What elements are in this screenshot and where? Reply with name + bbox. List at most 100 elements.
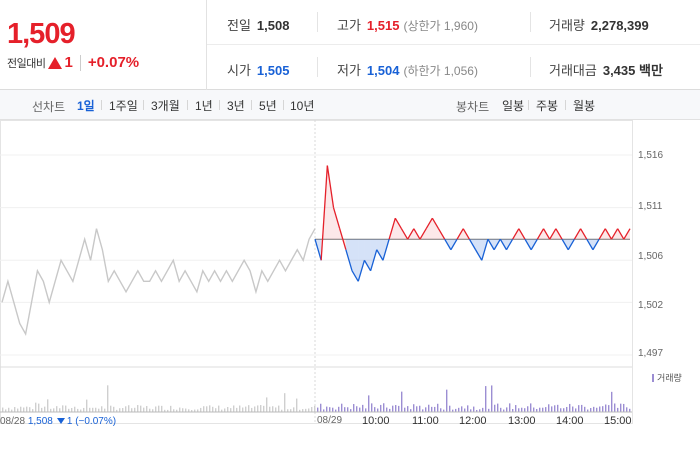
volume-bar	[338, 406, 340, 412]
volume-bar	[533, 407, 535, 412]
volume-value: 2,278,399	[590, 18, 649, 33]
volume-bar	[269, 406, 271, 412]
up-segment	[407, 228, 415, 240]
volume-bar	[161, 405, 163, 412]
period-5y[interactable]: 5년	[259, 99, 277, 113]
prev-close-value: 1,508	[256, 18, 290, 33]
volume-bar	[347, 407, 349, 412]
volume-bar	[59, 408, 61, 412]
volume-bar	[365, 408, 367, 412]
volume-bar	[227, 406, 229, 412]
volume-bar	[146, 406, 148, 412]
down-segment	[530, 238, 538, 251]
period-10y[interactable]: 10년	[290, 99, 315, 113]
up-segment	[425, 217, 433, 230]
up-segment	[623, 228, 631, 240]
volume-bar	[413, 404, 415, 412]
up-segment	[332, 207, 341, 229]
volume-bar	[539, 407, 541, 412]
volume-bar	[578, 405, 580, 412]
high-label: 고가	[337, 18, 361, 33]
quote-panel: 1,509 전일대비 1 +0.07% 전일 1,508 고가 1,515 (상한가 …	[0, 0, 700, 90]
volume-bar	[521, 407, 523, 412]
volume-bar	[353, 404, 355, 412]
up-segment	[512, 228, 520, 240]
up-segment	[320, 165, 329, 261]
volume-bar	[152, 409, 154, 412]
volume-bar	[68, 408, 70, 412]
period-3m[interactable]: 3개월	[151, 99, 180, 113]
volume-bar	[416, 406, 418, 412]
volume-bar	[209, 405, 211, 412]
volume-bar	[125, 406, 127, 412]
volume-bar	[170, 405, 172, 412]
volume-bar	[71, 407, 73, 412]
price-chart[interactable]: 1,516 1,511 1,506 1,502 1,497 거래량 08/28 …	[0, 120, 700, 450]
volume-bar	[584, 406, 586, 412]
period-3y[interactable]: 3년	[227, 99, 245, 113]
y-tick-label: 1,516	[638, 150, 664, 161]
down-area	[364, 239, 371, 271]
prev-day-percent: (−0.07%)	[75, 416, 117, 427]
period-1y[interactable]: 1년	[195, 99, 213, 113]
volume-bar	[242, 407, 244, 412]
volume-bar	[38, 403, 40, 412]
volume-bar	[629, 408, 631, 412]
change-percent: +0.07%	[87, 54, 140, 71]
current-price-box: 1,509 전일대비 1 +0.07%	[0, 0, 207, 90]
volume-bar	[350, 409, 352, 412]
volume-bar	[257, 405, 259, 412]
candle-daily[interactable]: 일봉	[502, 99, 525, 113]
volume-bar	[248, 405, 250, 412]
prev-day-info: 08/28 1,508 1 (−0.07%)	[0, 416, 116, 427]
high-value: 1,515	[366, 18, 400, 33]
volume-bar	[599, 406, 601, 412]
volume-bar	[383, 403, 385, 412]
volume-bar	[458, 407, 460, 412]
volume-bar	[194, 409, 196, 412]
down-segment	[382, 239, 390, 261]
down-segment	[567, 238, 575, 251]
volume-bar	[461, 406, 463, 412]
up-segment	[536, 228, 545, 240]
down-segment	[314, 239, 322, 261]
volume-bar	[449, 405, 451, 412]
candle-monthly[interactable]: 월봉	[573, 99, 596, 113]
prev-day-price: 1,508	[27, 416, 53, 427]
down-segment	[499, 238, 508, 251]
volume-bar	[341, 403, 343, 412]
volume-bar	[236, 407, 238, 412]
volume-bar	[608, 405, 610, 412]
volume-bar	[260, 405, 262, 412]
candle-weekly[interactable]: 주봉	[536, 99, 559, 113]
divider	[283, 100, 284, 110]
volume-bar	[215, 408, 217, 412]
volume-bar	[287, 409, 289, 412]
divider	[565, 100, 566, 110]
volume-bar	[395, 405, 397, 412]
up-segment	[555, 228, 563, 240]
period-1d[interactable]: 1일	[77, 99, 95, 113]
volume-bar	[164, 409, 166, 412]
volume-bar	[296, 398, 298, 412]
volume-bar	[572, 406, 574, 412]
volume-bar	[590, 408, 592, 412]
down-arrow-icon	[56, 418, 65, 424]
down-segment	[363, 259, 372, 272]
down-segment	[444, 238, 452, 251]
up-arrow-icon	[48, 56, 63, 69]
divider	[317, 12, 318, 32]
up-segment	[610, 228, 619, 240]
down-segment	[376, 249, 384, 261]
volume-bar	[392, 405, 394, 412]
down-area	[345, 239, 353, 271]
change-label: 전일대비	[7, 57, 46, 70]
volume-bar	[131, 408, 133, 412]
volume-bar	[362, 404, 364, 412]
period-1w[interactable]: 1주일	[109, 99, 138, 113]
volume-bar	[401, 391, 403, 412]
volume-bar	[176, 409, 178, 412]
volume-bar	[569, 403, 571, 412]
volume-bar	[191, 409, 193, 412]
divider	[143, 100, 144, 110]
